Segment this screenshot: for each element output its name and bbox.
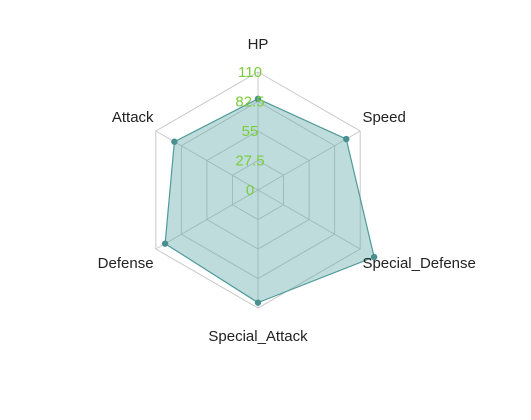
axis-label-special-defense: Special_Defense [362,255,475,272]
series-layer [161,95,378,306]
grid-spoke-1 [257,130,361,191]
data-point-special-attack [254,299,262,306]
tick-label-3: 82.5 [235,94,264,111]
tick-label-0: 0 [246,182,254,199]
axis-label-special-attack: Special_Attack [208,328,308,345]
tick-label-2: 55 [242,123,259,140]
tick-layer: 0 27.5 55 82.5 110 [235,64,264,199]
grid-spoke-2 [257,189,361,250]
axis-label-hp: HP [248,36,269,53]
axis-label-attack: Attack [112,109,154,126]
axis-label-speed: Speed [362,109,405,126]
axis-label-defense: Defense [98,255,154,272]
grid-spoke-4 [155,189,259,250]
data-point-attack [171,138,178,145]
data-point-defense [161,240,169,247]
tick-label-1: 27.5 [235,153,264,170]
data-point-speed [343,135,350,143]
axis-label-layer: HP Speed Special_Defense Special_Attack Defe… [98,36,476,345]
data-point-hp [254,95,262,103]
data-point-special-defense [370,253,378,261]
tick-label-4: 110 [238,64,262,81]
